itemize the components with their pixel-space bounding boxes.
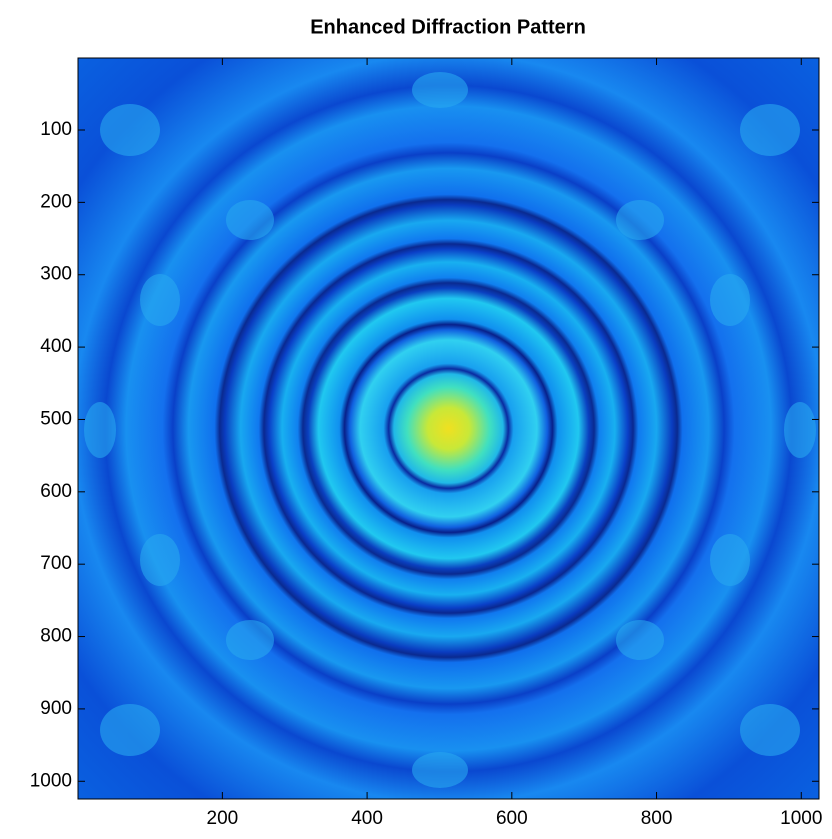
y-tick-label: 200 <box>40 191 72 212</box>
y-tick-label: 1000 <box>30 770 72 791</box>
image <box>78 58 819 799</box>
diffraction-image <box>78 58 819 799</box>
x-tick-label: 400 <box>351 808 383 829</box>
y-tick-label: 800 <box>40 626 72 647</box>
y-tick-label: 300 <box>40 264 72 285</box>
x-tick-label: 800 <box>641 808 673 829</box>
y-tick-label: 600 <box>40 481 72 502</box>
x-tick-label: 1000 <box>780 808 822 829</box>
y-tick-label: 700 <box>40 553 72 574</box>
y-tick-label: 500 <box>40 408 72 429</box>
x-tick-label: 600 <box>496 808 528 829</box>
y-tick-label: 900 <box>40 698 72 719</box>
y-tick-label: 100 <box>40 119 72 140</box>
axes-box <box>77 57 820 800</box>
corner-blobs <box>84 72 816 788</box>
chart-title: Enhanced Diffraction Pattern <box>310 16 586 38</box>
y-tick-label: 400 <box>40 336 72 357</box>
x-tick-label: 200 <box>207 808 239 829</box>
